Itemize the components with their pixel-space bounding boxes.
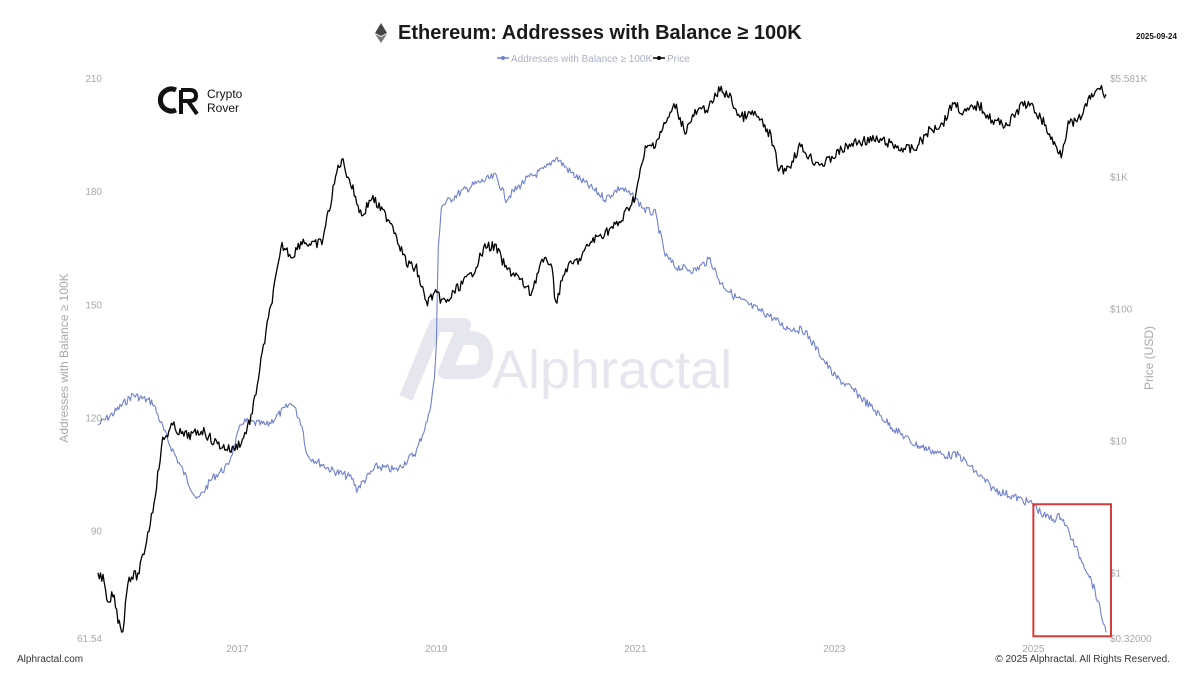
y-right-axis-ticks: $0.32000 $1 $10 $100 $1K $5.581K bbox=[1110, 74, 1152, 645]
logo-mark-icon bbox=[157, 86, 178, 114]
legend-marker-addresses bbox=[501, 56, 505, 60]
watermark-text: Alphractal bbox=[492, 340, 732, 400]
series-layer bbox=[97, 84, 1107, 633]
x-tick-label: 2017 bbox=[226, 644, 249, 655]
legend-label-price: Price bbox=[667, 54, 690, 65]
x-tick-label: 2023 bbox=[823, 644, 846, 655]
y-left-tick-label: 61.54 bbox=[77, 634, 102, 645]
logo-text-line2: Rover bbox=[207, 101, 239, 115]
legend: Addresses with Balance ≥ 100K Price bbox=[497, 54, 690, 65]
y-left-axis-title: Addresses with Balance ≥ 100K bbox=[57, 273, 71, 442]
price-series-line bbox=[97, 84, 1107, 633]
y-right-tick-label: $1K bbox=[1110, 173, 1128, 184]
y-right-tick-label: $10 bbox=[1110, 437, 1127, 448]
watermark-logo-icon bbox=[399, 318, 493, 401]
x-tick-label: 2025 bbox=[1022, 644, 1045, 655]
chart-title: Ethereum: Addresses with Balance ≥ 100K bbox=[398, 22, 802, 44]
y-left-tick-label: 90 bbox=[91, 527, 103, 538]
alphractal-watermark: Alphractal bbox=[399, 318, 732, 401]
x-tick-label: 2019 bbox=[425, 644, 448, 655]
addresses-series-line bbox=[97, 156, 1107, 633]
y-right-tick-label: $1 bbox=[1110, 569, 1122, 580]
y-left-axis-ticks: 61.54 90 120 150 180 210 bbox=[77, 74, 102, 645]
y-left-tick-label: 210 bbox=[85, 74, 102, 85]
footer-right: © 2025 Alphractal. All Rights Reserved. bbox=[995, 654, 1170, 665]
legend-label-addresses: Addresses with Balance ≥ 100K bbox=[511, 54, 652, 65]
y-right-tick-label: $0.32000 bbox=[1110, 634, 1152, 645]
x-axis-ticks: 2017 2019 2021 2023 2025 bbox=[226, 644, 1045, 655]
y-left-tick-label: 180 bbox=[85, 187, 102, 198]
highlight-box bbox=[1032, 503, 1112, 638]
eth-icon bbox=[375, 23, 387, 43]
y-left-tick-label: 150 bbox=[85, 300, 102, 311]
footer-left: Alphractal.com bbox=[17, 654, 83, 665]
logo-text-line1: Crypto bbox=[207, 87, 243, 101]
y-left-tick-label: 120 bbox=[85, 413, 102, 424]
legend-marker-price bbox=[657, 56, 661, 60]
x-tick-label: 2021 bbox=[624, 644, 647, 655]
y-right-tick-label: $5.581K bbox=[1110, 74, 1148, 85]
crypto-rover-logo: Crypto Rover bbox=[157, 86, 243, 116]
y-right-axis-title: Price (USD) bbox=[1142, 326, 1156, 390]
y-right-tick-label: $100 bbox=[1110, 305, 1133, 316]
report-date: 2025-09-24 bbox=[1136, 32, 1177, 41]
